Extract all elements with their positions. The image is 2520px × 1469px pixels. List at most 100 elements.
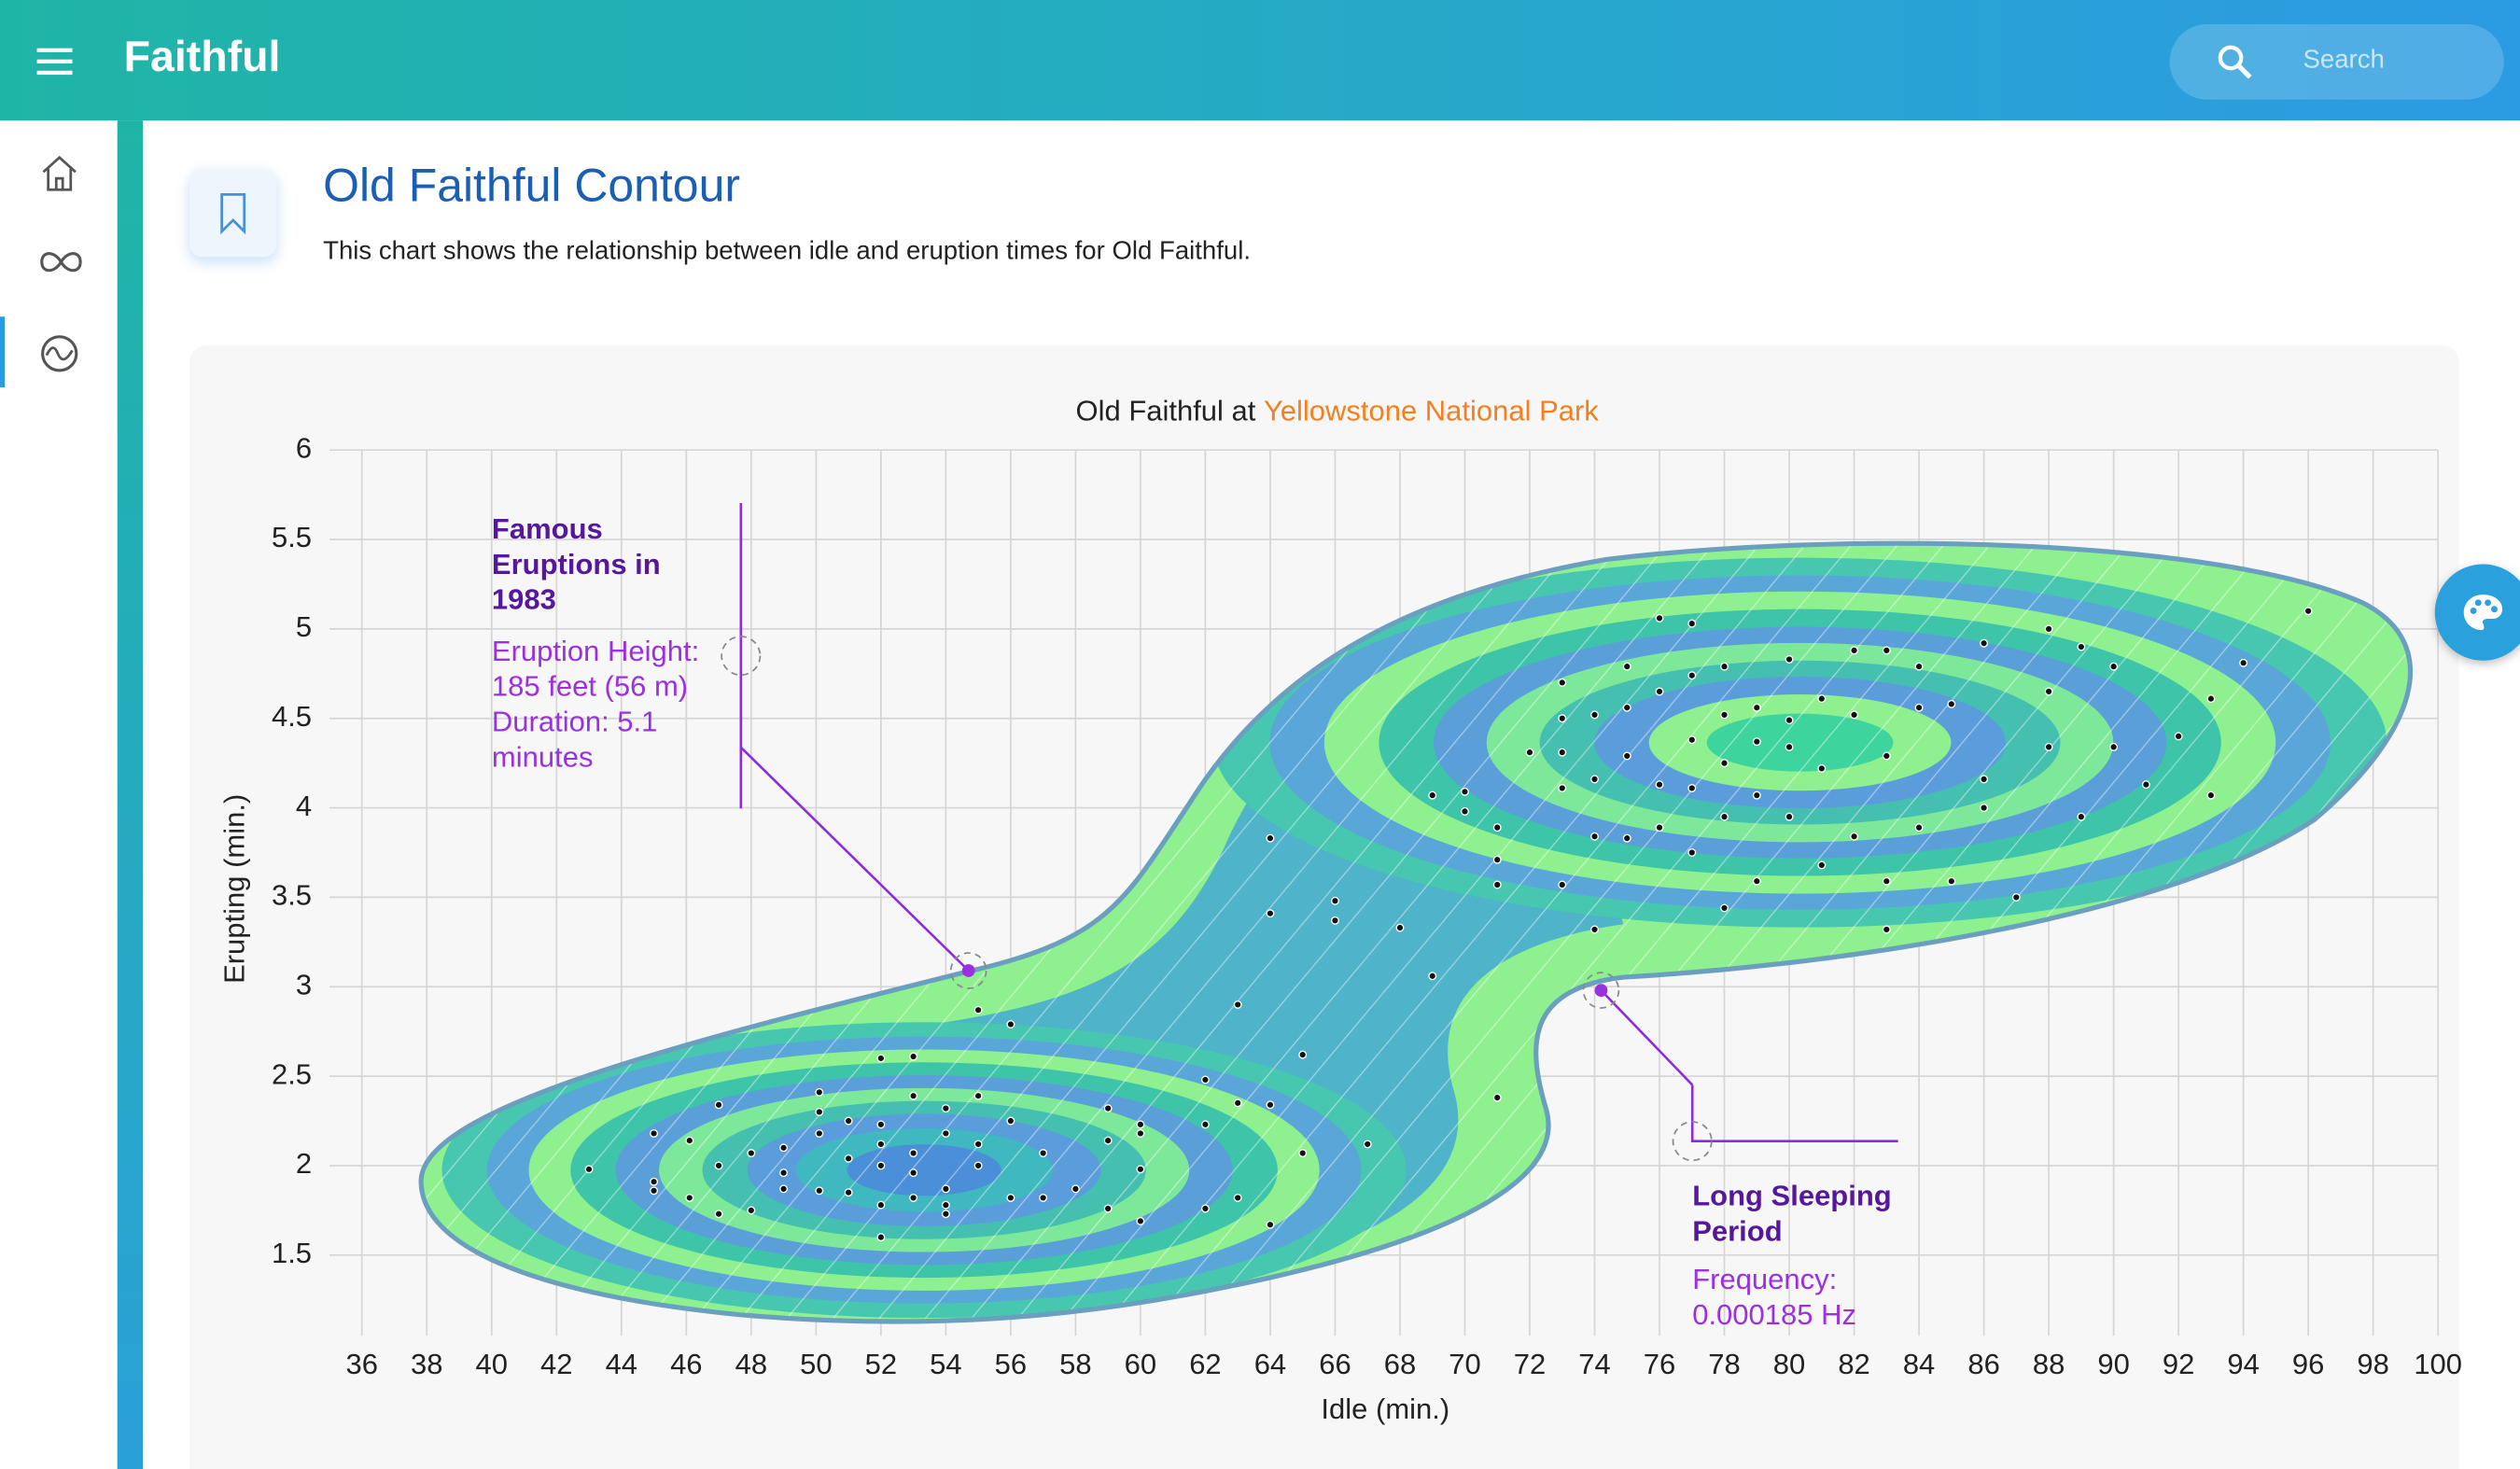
data-point — [876, 1200, 886, 1210]
data-point — [909, 1193, 918, 1202]
search-box[interactable]: Search — [2169, 23, 2504, 100]
x-tick-label: 96 — [2292, 1348, 2324, 1380]
app-title: Faithful — [123, 32, 281, 81]
data-point — [1655, 823, 1664, 832]
data-point — [1914, 662, 1924, 671]
x-tick-label: 86 — [1967, 1348, 1999, 1380]
data-point — [2077, 812, 2086, 821]
search-placeholder: Search — [2303, 46, 2385, 75]
data-point — [844, 1188, 853, 1197]
annotation-text: Frequency: 0.000185 Hz — [1692, 1263, 1856, 1331]
data-point — [1006, 1116, 1015, 1126]
data-point — [747, 1206, 756, 1215]
x-tick-label: 50 — [800, 1348, 832, 1380]
data-point — [1655, 687, 1664, 696]
data-point — [876, 1140, 886, 1149]
chart-title-highlight: Yellowstone National Park — [1264, 395, 1599, 427]
data-point — [1200, 1204, 1210, 1213]
x-tick-label: 100 — [2414, 1348, 2462, 1380]
data-point — [973, 1161, 983, 1170]
data-point — [1298, 1149, 1308, 1158]
data-point — [1266, 1100, 1275, 1110]
data-point — [941, 1104, 950, 1113]
sidebar — [0, 120, 118, 1469]
annotation-target — [949, 952, 987, 989]
data-point — [1850, 710, 1859, 720]
data-point — [909, 1149, 918, 1158]
x-tick-label: 74 — [1578, 1348, 1610, 1380]
data-point — [1720, 812, 1729, 821]
y-tick-label: 5.5 — [272, 521, 312, 553]
data-point — [1947, 876, 1956, 886]
data-point — [1039, 1149, 1048, 1158]
data-point — [650, 1177, 659, 1186]
annotation-point — [1594, 984, 1608, 997]
data-point — [844, 1154, 853, 1163]
x-tick-label: 80 — [1773, 1348, 1805, 1380]
data-point — [2206, 790, 2216, 800]
data-point — [1687, 848, 1697, 857]
data-point — [1492, 855, 1502, 864]
data-point — [973, 1005, 983, 1014]
data-point — [1817, 763, 1827, 773]
data-point — [1850, 832, 1859, 841]
x-tick-label: 92 — [2163, 1348, 2194, 1380]
data-point — [2239, 658, 2248, 667]
data-point — [1266, 833, 1275, 843]
data-point — [1687, 784, 1697, 792]
x-tick-label: 78 — [1708, 1348, 1740, 1380]
data-point — [1233, 1098, 1242, 1108]
data-point — [2077, 642, 2086, 651]
home-icon[interactable] — [38, 154, 80, 192]
data-point — [1428, 972, 1437, 981]
theme-button[interactable] — [2434, 564, 2520, 661]
infinity-icon[interactable] — [38, 247, 83, 276]
data-point — [650, 1128, 659, 1138]
data-point — [2044, 624, 2053, 634]
data-point — [941, 1200, 950, 1210]
data-point — [1492, 1093, 1502, 1102]
data-point — [1720, 710, 1729, 720]
data-point — [1461, 806, 1469, 816]
chart-icon[interactable] — [38, 332, 80, 374]
data-point — [1461, 787, 1469, 796]
data-point — [1103, 1136, 1113, 1145]
data-point — [685, 1193, 694, 1202]
data-point — [747, 1149, 756, 1158]
menu-button[interactable] — [35, 45, 77, 77]
y-tick-label: 6 — [296, 431, 312, 464]
data-point — [909, 1052, 918, 1061]
x-tick-label: 94 — [2227, 1348, 2259, 1380]
data-point — [714, 1210, 723, 1219]
data-point — [1233, 1193, 1242, 1202]
data-point — [1622, 751, 1631, 761]
bookmark-button[interactable] — [189, 168, 277, 258]
x-tick-label: 76 — [1644, 1348, 1675, 1380]
data-point — [1330, 896, 1339, 905]
data-point — [876, 1161, 886, 1170]
y-tick-label: 3 — [296, 968, 312, 1000]
annotation-text: Eruption Height: 185 feet (56 m) — [491, 635, 700, 703]
data-point — [1622, 833, 1631, 843]
y-tick-label: 4 — [296, 790, 312, 822]
data-point — [1882, 925, 1891, 934]
data-point — [1622, 662, 1631, 671]
data-point — [909, 1091, 918, 1100]
data-point — [1720, 903, 1729, 913]
annotation: Famous Eruptions in 1983 Eruption Height… — [492, 511, 733, 775]
data-point — [1103, 1204, 1113, 1213]
data-point — [1622, 703, 1631, 712]
data-point — [1136, 1165, 1145, 1174]
bookmark-icon — [220, 192, 246, 235]
annotation-connector — [1690, 1084, 1898, 1142]
y-axis-label: Erupting (min.) — [217, 794, 250, 984]
data-point — [1006, 1193, 1015, 1202]
data-point — [1752, 876, 1761, 886]
data-point — [1785, 742, 1794, 751]
data-point — [714, 1100, 723, 1110]
data-point — [941, 1210, 950, 1219]
x-tick-label: 68 — [1384, 1348, 1416, 1380]
